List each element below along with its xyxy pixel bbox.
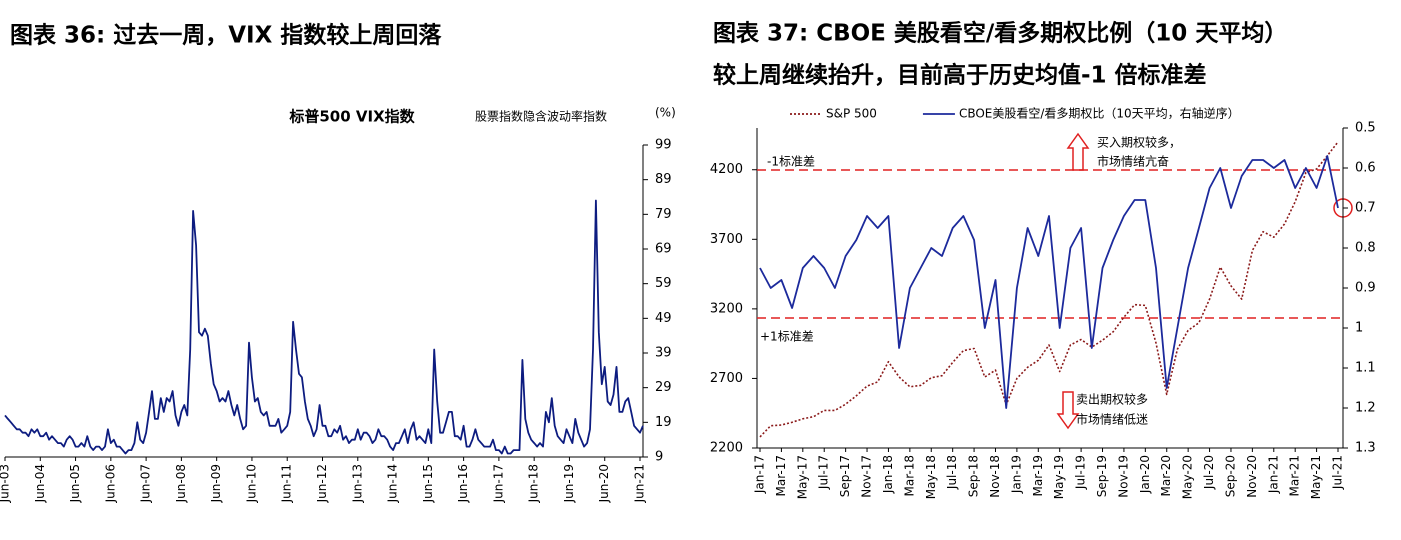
y2-tick-label: 0.7 (1355, 201, 1376, 216)
x-tick-label: Jul-20 (1202, 455, 1216, 490)
y2-tick-label: 0.6 (1355, 161, 1376, 176)
x-tick-label: Jun-17 (491, 464, 505, 503)
legend-label: S&P 500 (826, 107, 877, 121)
x-tick-label: Mar-20 (1159, 455, 1173, 496)
x-tick-label: Jun-18 (527, 464, 541, 503)
x-tick-label: Sep-20 (1223, 455, 1237, 497)
legend-label: CBOE美股看空/看多期权比（10天平均，右轴逆序） (959, 106, 1240, 121)
x-tick-label: Nov-17 (860, 455, 874, 498)
x-tick-label: Jul-19 (1074, 455, 1088, 490)
x-tick-label: Jun-08 (174, 464, 188, 503)
x-tick-label: Mar-18 (902, 455, 916, 496)
y-tick-label: 89 (655, 172, 672, 187)
y-tick-label: 2200 (710, 441, 743, 456)
x-tick-label: Jul-21 (1331, 455, 1345, 490)
x-tick-label: Jun-09 (209, 464, 223, 503)
x-tick-label: Sep-17 (838, 455, 852, 497)
y-tick-label: 19 (655, 415, 672, 430)
y-tick-label: 39 (655, 346, 672, 361)
x-tick-label: May-18 (924, 455, 938, 499)
y2-tick-label: 1.2 (1355, 401, 1376, 416)
data-line (4, 199, 644, 455)
x-tick-label: Jul-17 (817, 455, 831, 490)
x-tick-label: Jan-18 (881, 455, 895, 494)
y-tick-label: 59 (655, 276, 672, 291)
x-tick-label: Jul-18 (945, 455, 959, 490)
x-tick-label: Sep-18 (967, 455, 981, 497)
x-tick-label: Jan-21 (1266, 455, 1280, 494)
y-tick-label: 69 (655, 242, 672, 257)
x-tick-label: Sep-19 (1095, 455, 1109, 497)
x-tick-label: Jun-11 (280, 464, 294, 503)
x-tick-label: Mar-19 (1031, 455, 1045, 496)
chart-heading: 图表 37: CBOE 美股看空/看多期权比例（10 天平均） (713, 20, 1287, 47)
x-tick-label: May-19 (1052, 455, 1066, 499)
data-line (759, 141, 1339, 438)
x-tick-label: Jun-05 (68, 464, 82, 503)
x-tick-label: Nov-19 (1116, 455, 1130, 498)
x-tick-label: Jun-07 (139, 464, 153, 503)
x-tick-label: Jun-10 (244, 464, 258, 503)
x-tick-label: Jun-20 (597, 464, 611, 503)
y-tick-label: 9 (655, 450, 663, 465)
x-tick-label: Mar-17 (774, 455, 788, 496)
x-tick-label: Nov-20 (1245, 455, 1259, 498)
y-tick-label: 99 (655, 138, 672, 153)
x-tick-label: Nov-18 (988, 455, 1002, 498)
x-tick-label: Mar-21 (1288, 455, 1302, 496)
x-tick-label: Jun-03 (0, 464, 12, 503)
y2-tick-label: 1 (1355, 321, 1363, 336)
annotation: 市场情绪亢奋 (1097, 154, 1169, 169)
y-tick-label: 79 (655, 207, 672, 222)
y2-tick-label: 0.9 (1355, 281, 1376, 296)
x-tick-label: Jun-16 (456, 464, 470, 503)
x-tick-label: Jan-19 (1009, 455, 1023, 494)
chart-heading: 图表 36: 过去一周，VIX 指数较上周回落 (10, 22, 442, 49)
down-arrow (1056, 391, 1080, 430)
x-tick-label: Jun-15 (421, 464, 435, 503)
y2-tick-label: 1.1 (1355, 361, 1376, 376)
x-tick-label: May-20 (1181, 455, 1195, 499)
y-tick-label: 49 (655, 311, 672, 326)
x-tick-label: Jun-19 (562, 464, 576, 503)
x-tick-label: Jun-12 (315, 464, 329, 503)
chart-title: 标普500 VIX指数 (288, 108, 415, 126)
y-tick-label: 3200 (710, 301, 743, 316)
y-tick-label: 4200 (710, 162, 743, 177)
reference-label: +1标准差 (760, 330, 814, 344)
data-line (759, 155, 1339, 409)
y-tick-label: 2700 (710, 371, 743, 386)
annotation: 卖出期权较多 (1076, 392, 1148, 407)
y-tick-label: 29 (655, 380, 672, 395)
y-unit: (%) (655, 106, 676, 120)
y-tick-label: 3700 (710, 232, 743, 247)
x-tick-label: Jun-06 (103, 464, 117, 503)
y2-tick-label: 0.5 (1355, 121, 1376, 136)
annotation: 买入期权较多， (1097, 135, 1181, 150)
annotation: 市场情绪低迷 (1076, 412, 1148, 427)
x-tick-label: May-21 (1309, 455, 1323, 499)
x-tick-label: Jan-17 (753, 455, 767, 494)
x-tick-label: Jun-04 (33, 464, 47, 503)
x-tick-label: Jun-13 (350, 464, 364, 503)
x-tick-label: Jan-20 (1138, 455, 1152, 494)
x-tick-label: Jun-14 (386, 464, 400, 503)
y2-tick-label: 0.8 (1355, 241, 1376, 256)
reference-label: -1标准差 (767, 155, 815, 169)
x-tick-label: May-17 (795, 455, 809, 499)
y2-tick-label: 1.3 (1355, 441, 1376, 456)
up-arrow (1066, 132, 1090, 171)
y-label: 股票指数隐含波动率指数 (475, 109, 607, 124)
x-tick-label: Jun-21 (633, 464, 647, 503)
chart-heading: 较上周继续抬升，目前高于历史均值-1 倍标准差 (713, 62, 1207, 89)
